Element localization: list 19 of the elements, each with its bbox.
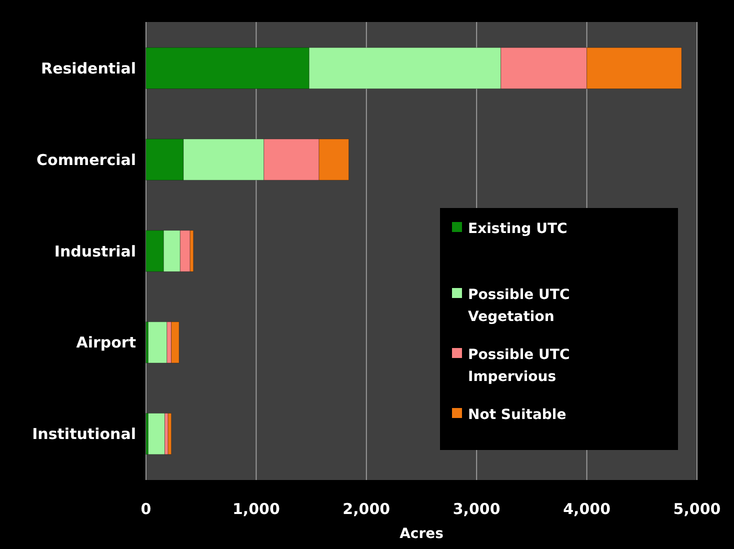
bar [148,322,168,364]
bar [148,413,165,455]
x-tick-label: 5,000 [673,500,721,518]
x-tick-label: 1,000 [232,500,280,518]
y-tick-label: Industrial [54,242,136,260]
y-tick-label: Institutional [32,425,136,444]
y-tick-label: Airport [76,334,136,352]
legend-label: Existing UTC [468,220,568,237]
y-tick-label: Residential [41,59,136,78]
y-tick-label: Commercial [36,150,136,169]
x-tick-label: 3,000 [452,500,500,518]
legend-label: Possible UTC Vegetation [468,286,570,325]
x-axis-title: Acres [400,526,444,542]
x-tick-label: 2,000 [342,500,390,518]
legend-label: Not Suitable [468,406,566,423]
bar [168,413,172,455]
x-tick-label: 4,000 [563,500,611,518]
x-tick-label: 0 [140,500,152,518]
legend-label: Possible UTC Impervious [468,346,570,385]
